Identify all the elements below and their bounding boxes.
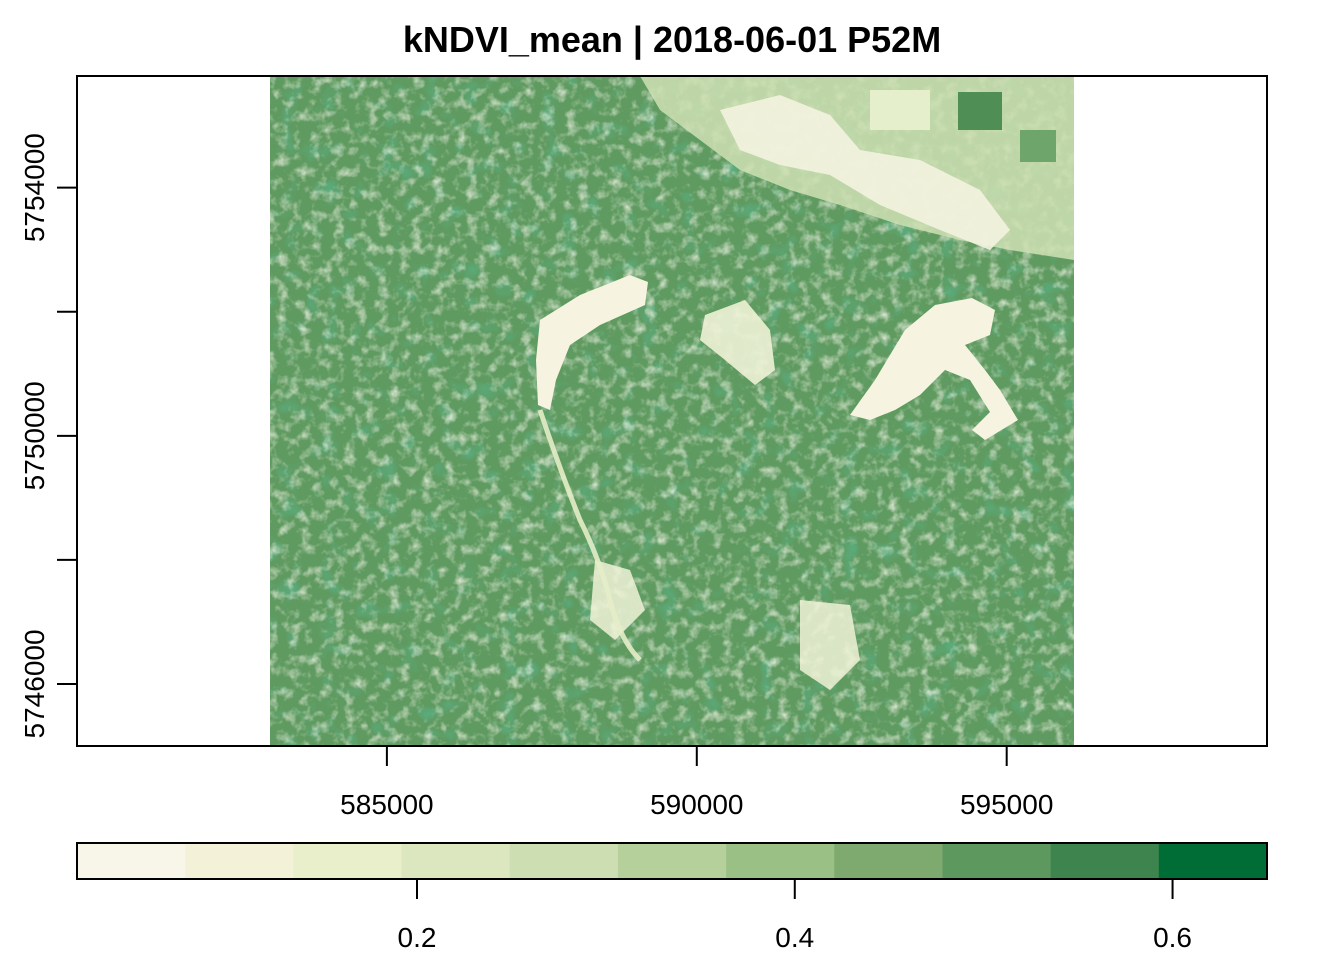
raster [270,76,1074,746]
y-tick-label: 5754000 [19,133,50,242]
chart-title: kNDVI_mean | 2018-06-01 P52M [403,19,941,61]
colorbar-swatch [509,843,619,879]
colorbar-swatch [77,843,186,879]
colorbar-swatch [726,843,835,879]
colorbar-swatch [293,843,403,879]
x-axis: 585000 590000 595000 [340,746,1053,820]
colorbar-swatch [1158,843,1268,879]
colorbar-swatch [1050,843,1160,879]
colorbar-tick-label: 0.4 [775,922,814,953]
colorbar-frame [76,842,1268,880]
colorbar-swatch [185,843,294,879]
colorbar-swatch [401,843,511,879]
y-tick-label: 5746000 [19,629,50,738]
field-dark-1 [958,92,1002,130]
x-tick-label: 585000 [340,789,433,820]
field-dark-2 [1020,130,1056,162]
colorbar-tick-label: 0.2 [398,922,437,953]
y-tick-label: 5750000 [19,381,50,490]
settlement-center [700,300,775,385]
colorbar: 0.2 0.4 0.6 [76,842,1268,953]
field-light-1 [870,90,930,130]
settlement-southeast [800,600,860,690]
x-tick-label: 595000 [960,789,1053,820]
plot-frame [76,75,1268,747]
reservoir-west [536,275,648,410]
y-axis: 5746000 5750000 5754000 [19,133,77,738]
colorbar-swatch [834,843,943,879]
river-valley [537,409,642,662]
colorbar-swatch [617,843,727,879]
colorbar-swatch [942,843,1052,879]
colorbar-tick-label: 0.6 [1153,922,1192,953]
reservoir-east [850,298,1018,440]
x-tick-label: 590000 [650,789,743,820]
settlement-north [720,95,1010,250]
